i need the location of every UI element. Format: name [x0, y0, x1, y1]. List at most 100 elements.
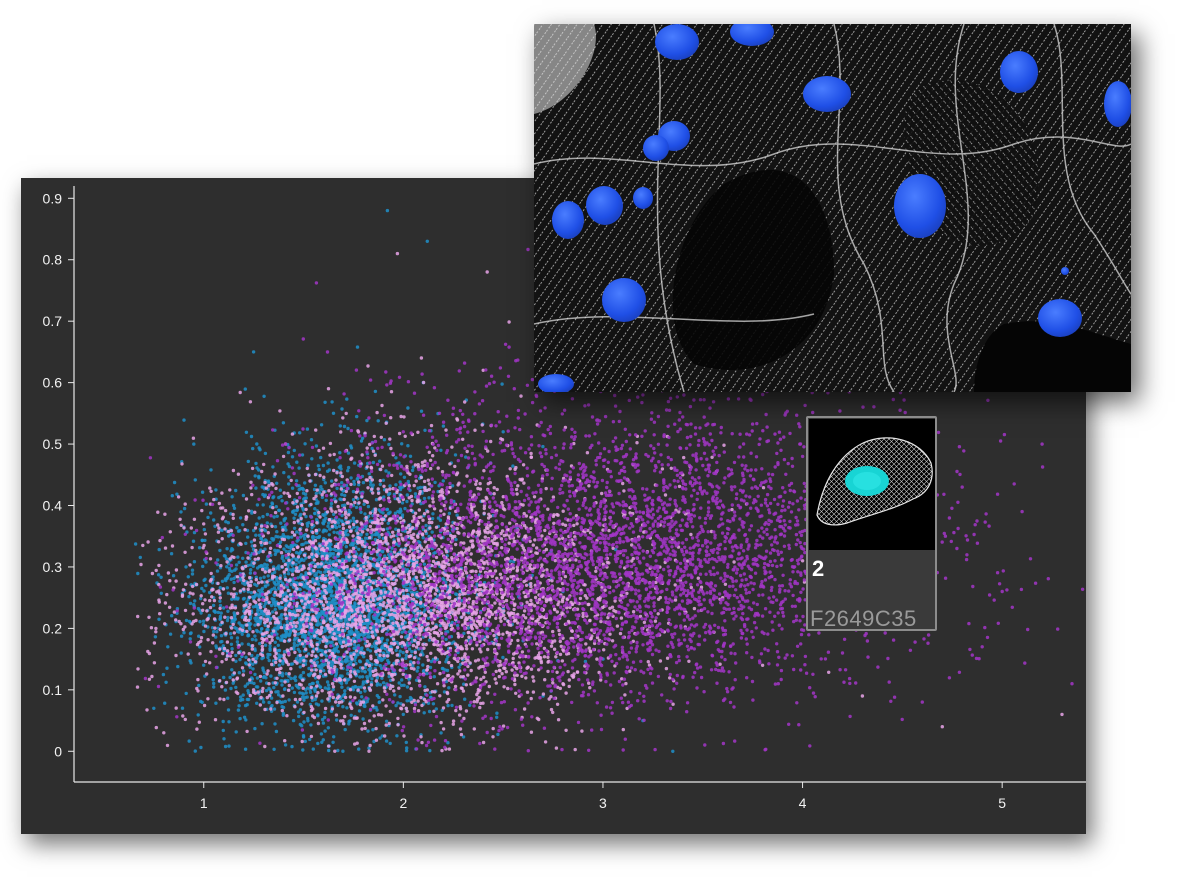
scatter-point-s1[interactable] [138, 555, 142, 560]
scatter-point-s2[interactable] [290, 432, 295, 436]
scatter-point-s2[interactable] [315, 488, 319, 492]
scatter-point-s1[interactable] [232, 613, 237, 618]
scatter-point-s2[interactable] [225, 560, 229, 564]
scatter-point-s2[interactable] [364, 515, 368, 520]
scatter-point-s1[interactable] [278, 488, 282, 492]
scatter-point-s1[interactable] [349, 476, 353, 480]
scatter-point-s1[interactable] [307, 521, 311, 525]
scatter-point-s1[interactable] [320, 495, 325, 500]
scatter-point-s2[interactable] [307, 593, 312, 597]
scatter-point-s2[interactable] [301, 686, 305, 690]
scatter-point-s2[interactable] [246, 587, 250, 591]
scatter-point-s1[interactable] [249, 591, 254, 595]
scatter-point-s1[interactable] [212, 681, 216, 686]
scatter-point-s1[interactable] [331, 411, 336, 415]
scatter-point-s2[interactable] [529, 696, 533, 701]
scatter-point-s2[interactable] [316, 691, 320, 695]
scatter-point-s1[interactable] [371, 483, 375, 487]
scatter-point-s2[interactable] [326, 744, 331, 748]
scatter-point-s2[interactable] [399, 414, 403, 419]
scatter-point-s1[interactable] [219, 634, 224, 638]
scatter-point-s2[interactable] [461, 437, 465, 441]
scatter-point-s1[interactable] [323, 686, 327, 690]
scatter-point-s2[interactable] [488, 480, 492, 485]
scatter-point-s2[interactable] [293, 659, 297, 664]
scatter-point-s2[interactable] [295, 499, 299, 503]
scatter-point-s1[interactable] [204, 502, 209, 506]
scatter-point-s1[interactable] [359, 685, 364, 689]
scatter-point-s2[interactable] [427, 450, 431, 454]
scatter-point-s1[interactable] [313, 511, 317, 516]
scatter-point-s2[interactable] [533, 538, 537, 542]
scatter-point-s1[interactable] [361, 480, 366, 485]
scatter-point-s1[interactable] [351, 489, 356, 494]
scatter-point-s1[interactable] [298, 665, 302, 669]
scatter-point-s1[interactable] [346, 426, 350, 431]
scatter-point-s1[interactable] [163, 701, 167, 705]
scatter-point-s1[interactable] [280, 674, 285, 678]
scatter-point-s2[interactable] [240, 666, 245, 670]
scatter-point-s1[interactable] [252, 681, 256, 686]
scatter-point-s2[interactable] [475, 625, 479, 630]
scatter-point-s1[interactable] [229, 642, 234, 646]
scatter-point-s1[interactable] [232, 618, 236, 622]
scatter-point-s1[interactable] [274, 550, 278, 554]
scatter-point-s1[interactable] [290, 455, 295, 459]
scatter-point-s1[interactable] [245, 697, 249, 702]
scatter-point-s1[interactable] [345, 397, 349, 401]
scatter-point-s2[interactable] [564, 728, 568, 732]
scatter-point-s2[interactable] [328, 617, 333, 621]
scatter-point-s1[interactable] [280, 705, 284, 709]
scatter-point-s1[interactable] [193, 478, 197, 482]
scatter-point-s1[interactable] [302, 644, 306, 649]
scatter-point-s2[interactable] [416, 611, 420, 615]
scatter-point-s2[interactable] [458, 669, 462, 673]
scatter-point-s2[interactable] [210, 595, 214, 599]
scatter-point-s1[interactable] [234, 488, 238, 493]
scatter-point-s1[interactable] [327, 748, 331, 753]
scatter-point-s2[interactable] [176, 495, 181, 499]
scatter-point-s2[interactable] [220, 620, 224, 624]
scatter-point-s1[interactable] [439, 731, 443, 735]
scatter-point-s1[interactable] [296, 710, 301, 714]
scatter-point-s2[interactable] [360, 727, 364, 731]
scatter-point-s2[interactable] [664, 666, 669, 671]
scatter-point-s1[interactable] [238, 516, 243, 520]
scatter-point-s1[interactable] [388, 741, 392, 746]
scatter-point-s1[interactable] [200, 490, 205, 494]
scatter-point-s1[interactable] [297, 484, 301, 488]
scatter-point-s1[interactable] [187, 594, 191, 599]
scatter-point-s1[interactable] [284, 549, 288, 554]
scatter-point-s2[interactable] [225, 640, 230, 644]
scatter-point-s1[interactable] [291, 718, 296, 723]
scatter-point-s2[interactable] [275, 700, 279, 705]
scatter-point-s2[interactable] [349, 675, 353, 679]
scatter-point-s2[interactable] [232, 587, 236, 591]
scatter-point-s2[interactable] [231, 516, 235, 520]
scatter-point-s1[interactable] [378, 683, 383, 687]
scatter-point-s2[interactable] [471, 602, 475, 606]
scatter-point-s1[interactable] [253, 623, 257, 627]
scatter-point-s2[interactable] [554, 746, 559, 750]
scatter-point-s1[interactable] [261, 700, 266, 704]
scatter-point-s1[interactable] [438, 518, 443, 522]
scatter-point-s1[interactable] [327, 597, 331, 601]
scatter-point-s2[interactable] [653, 619, 658, 623]
scatter-point-s1[interactable] [301, 735, 306, 739]
scatter-point-s2[interactable] [723, 582, 728, 586]
scatter-point-s1[interactable] [463, 697, 467, 701]
scatter-point-s1[interactable] [369, 483, 373, 487]
scatter-point-s1[interactable] [237, 621, 241, 625]
scatter-point-s1[interactable] [501, 430, 505, 434]
scatter-point-s2[interactable] [263, 570, 267, 574]
scatter-point-s1[interactable] [394, 483, 398, 487]
scatter-point-s1[interactable] [330, 479, 334, 483]
scatter-point-s2[interactable] [368, 536, 372, 540]
scatter-point-s1[interactable] [193, 599, 197, 603]
scatter-point-s1[interactable] [306, 673, 311, 677]
scatter-point-s2[interactable] [163, 546, 168, 550]
scatter-point-s2[interactable] [575, 522, 579, 526]
scatter-point-s1[interactable] [379, 656, 383, 661]
scatter-point-s1[interactable] [244, 718, 248, 722]
scatter-point-s2[interactable] [302, 710, 306, 715]
